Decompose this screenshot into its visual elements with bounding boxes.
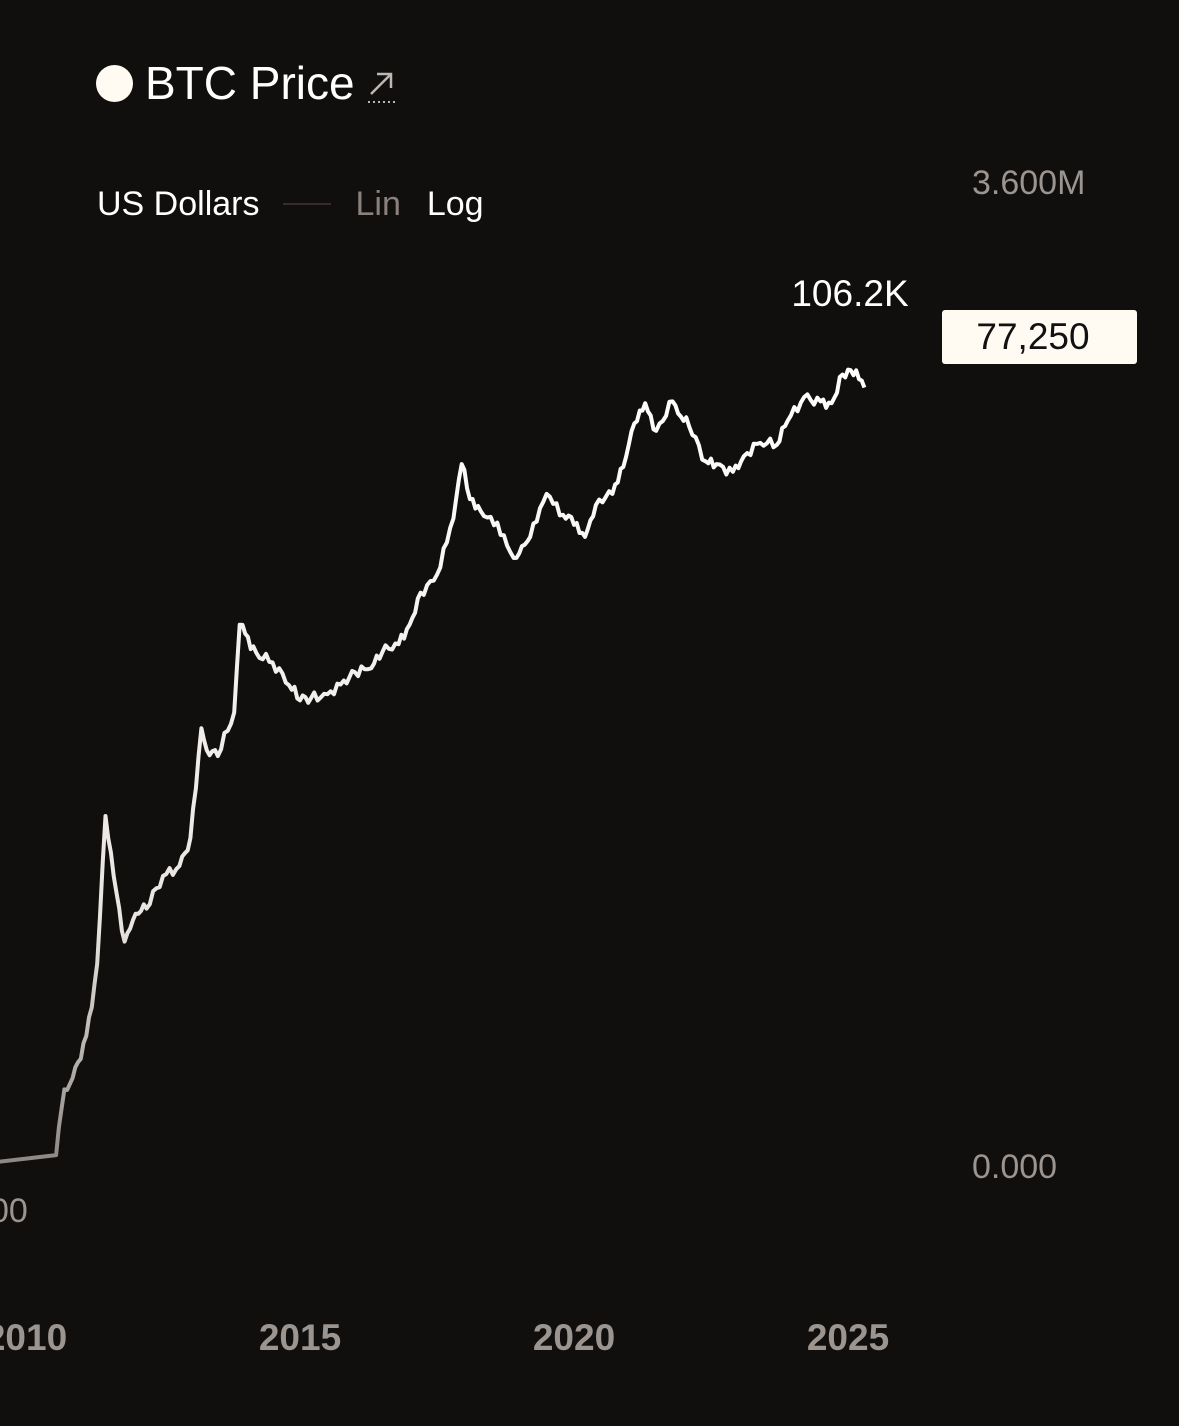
legend-label: BTC Price [145, 57, 355, 109]
y-axis-label-left-clipped: 00 [0, 1192, 28, 1230]
peak-value-label: 106.2K [791, 273, 909, 314]
y-axis-label-bottom: 0.000 [972, 1148, 1057, 1186]
x-tick-label-2010: 2010 [0, 1317, 67, 1358]
current-value-label: 77,250 [976, 316, 1089, 357]
scale-controls: US Dollars Lin Log [97, 184, 484, 224]
x-tick-label-2020: 2020 [533, 1317, 615, 1358]
series-dot-icon [96, 64, 133, 102]
controls-divider [283, 203, 332, 205]
x-tick-label-2025: 2025 [807, 1317, 889, 1358]
scale-option-log[interactable]: Log [426, 185, 484, 223]
y-axis-label-top: 3.600M [972, 164, 1085, 202]
currency-label[interactable]: US Dollars [97, 185, 260, 223]
current-value-badge [942, 310, 1137, 364]
external-link-arrow-icon[interactable] [367, 63, 395, 103]
scale-option-lin[interactable]: Lin [355, 185, 401, 223]
legend[interactable]: BTC Price [96, 58, 395, 108]
series-line-0 [0, 367, 867, 1164]
x-tick-label-2015: 2015 [259, 1317, 341, 1358]
